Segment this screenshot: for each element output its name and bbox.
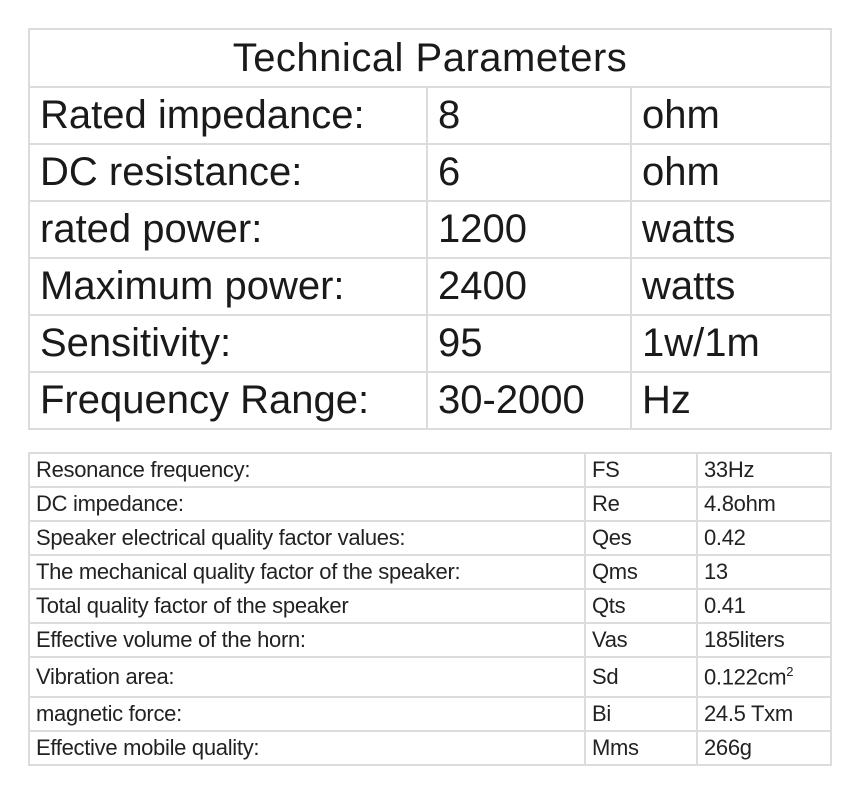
param-name: Vibration area: (28, 656, 586, 698)
param-unit: watts (630, 200, 832, 259)
param-name: Resonance frequency: (28, 452, 586, 488)
param-value: 266g (696, 730, 832, 766)
param-symbol: FS (584, 452, 698, 488)
param-name: Total quality factor of the speaker (28, 588, 586, 624)
param-value: 185liters (696, 622, 832, 658)
param-value-cell: 0.122cm2 (696, 656, 832, 698)
param-unit: watts (630, 257, 832, 316)
param-value: 2400 (426, 257, 632, 316)
param-value: 4.8ohm (696, 486, 832, 522)
param-symbol: Sd (584, 656, 698, 698)
param-value: 0.41 (696, 588, 832, 624)
table-title: Technical Parameters (28, 28, 832, 88)
param-name: Effective mobile quality: (28, 730, 586, 766)
param-label: Frequency Range: (28, 371, 428, 430)
param-name: The mechanical quality factor of the spe… (28, 554, 586, 590)
param-symbol: Mms (584, 730, 698, 766)
table-row: Speaker electrical quality factor values… (28, 520, 832, 556)
param-value: 13 (696, 554, 832, 590)
table-row: The mechanical quality factor of the spe… (28, 554, 832, 590)
param-name: Speaker electrical quality factor values… (28, 520, 586, 556)
table-row: Vibration area: Sd 0.122cm2 (28, 656, 832, 698)
param-unit: ohm (630, 143, 832, 202)
param-symbol: Qms (584, 554, 698, 590)
table-row: Effective mobile quality: Mms 266g (28, 730, 832, 766)
param-name: DC impedance: (28, 486, 586, 522)
table-title-row: Technical Parameters (28, 28, 832, 88)
param-symbol: Qes (584, 520, 698, 556)
param-label: Rated impedance: (28, 86, 428, 145)
param-label: Sensitivity: (28, 314, 428, 373)
technical-parameters-table: Technical Parameters Rated impedance: 8 … (28, 28, 832, 430)
table-row: Sensitivity: 95 1w/1m (28, 314, 832, 373)
param-value: 30-2000 (426, 371, 632, 430)
param-symbol: Vas (584, 622, 698, 658)
thiele-small-parameters-table: Resonance frequency: FS 33Hz DC impedanc… (28, 452, 832, 766)
param-value: 1200 (426, 200, 632, 259)
param-value: 95 (426, 314, 632, 373)
param-symbol: Bi (584, 696, 698, 732)
param-unit: ohm (630, 86, 832, 145)
table-row: Maximum power: 2400 watts (28, 257, 832, 316)
param-label: Maximum power: (28, 257, 428, 316)
param-value: 8 (426, 86, 632, 145)
param-value: 6 (426, 143, 632, 202)
table-row: Effective volume of the horn: Vas 185lit… (28, 622, 832, 658)
param-unit: Hz (630, 371, 832, 430)
superscript-exponent: 2 (786, 663, 794, 679)
param-label: rated power: (28, 200, 428, 259)
table-row: DC impedance: Re 4.8ohm (28, 486, 832, 522)
table-row: DC resistance: 6 ohm (28, 143, 832, 202)
param-symbol: Qts (584, 588, 698, 624)
table-row: Resonance frequency: FS 33Hz (28, 452, 832, 488)
param-value: 24.5 Txm (696, 696, 832, 732)
table-row: Total quality factor of the speaker Qts … (28, 588, 832, 624)
param-name: magnetic force: (28, 696, 586, 732)
table-row: magnetic force: Bi 24.5 Txm (28, 696, 832, 732)
param-name: Effective volume of the horn: (28, 622, 586, 658)
table-row: Rated impedance: 8 ohm (28, 86, 832, 145)
param-value: 33Hz (696, 452, 832, 488)
param-label: DC resistance: (28, 143, 428, 202)
param-value: 0.122cm (704, 664, 787, 690)
table-row: Frequency Range: 30-2000 Hz (28, 371, 832, 430)
param-unit: 1w/1m (630, 314, 832, 373)
param-value: 0.42 (696, 520, 832, 556)
param-symbol: Re (584, 486, 698, 522)
table-row: rated power: 1200 watts (28, 200, 832, 259)
